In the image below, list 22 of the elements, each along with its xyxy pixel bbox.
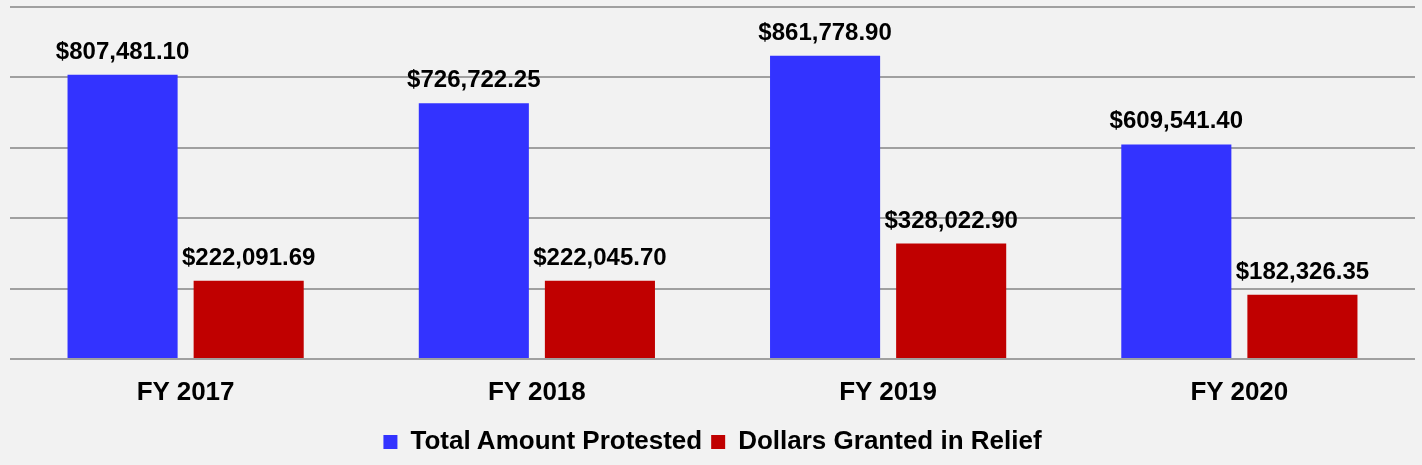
bar	[544, 280, 655, 358]
bar	[896, 243, 1007, 358]
data-label: $222,091.69	[181, 242, 316, 270]
bar	[1247, 294, 1358, 358]
bar	[1121, 144, 1232, 358]
data-label: $222,045.70	[533, 242, 667, 270]
bar	[418, 103, 529, 358]
data-label: $328,022.90	[884, 205, 1018, 233]
data-label: $726,722.25	[407, 65, 541, 93]
bar	[193, 280, 304, 358]
legend-label: Total Amount Protested	[410, 425, 703, 456]
x-tick-label: FY 2017	[136, 376, 235, 407]
legend-label: Dollars Granted in Relief	[738, 425, 1042, 456]
data-label: $182,326.35	[1235, 256, 1370, 284]
bar	[67, 74, 178, 358]
x-tick-label: FY 2018	[487, 376, 586, 407]
data-label: $861,778.90	[758, 17, 892, 45]
data-label: $807,481.10	[55, 36, 190, 64]
x-tick-label: FY 2020	[1190, 376, 1289, 407]
x-tick-label: FY 2019	[839, 376, 938, 407]
data-label: $609,541.40	[1109, 106, 1244, 134]
bar	[770, 55, 881, 358]
